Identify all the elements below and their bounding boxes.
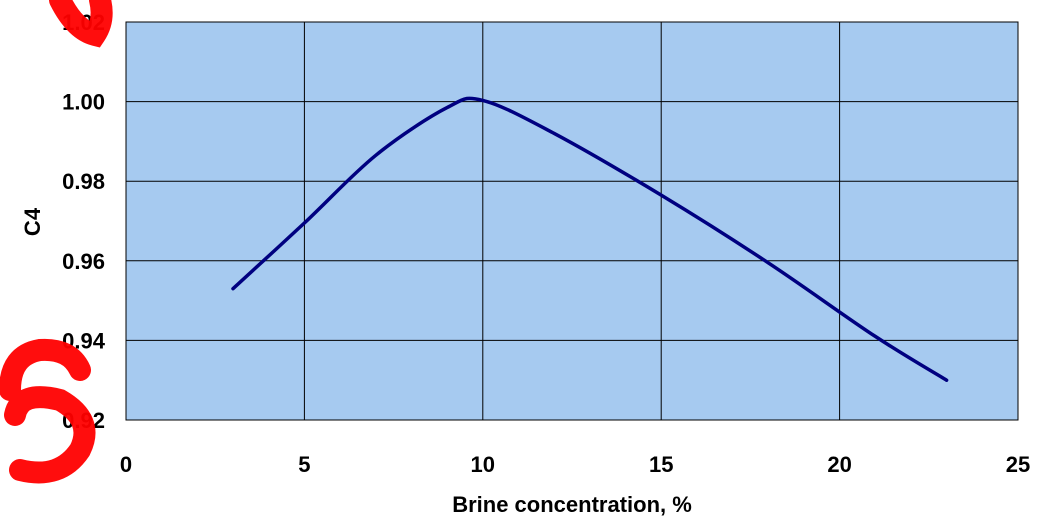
- series-layer: [231, 96, 949, 382]
- x-tick-label: 20: [827, 452, 851, 477]
- x-tick-label: 10: [471, 452, 495, 477]
- x-tick-label: 15: [649, 452, 673, 477]
- y-tick-label: 0.98: [62, 169, 105, 194]
- x-tick-labels: 0 5 10 15 20 25: [120, 452, 1030, 477]
- y-tick-label: 0.96: [62, 249, 105, 274]
- series-line: [231, 96, 949, 382]
- grid-layer: [125, 21, 1019, 421]
- y-tick-label: 1.00: [62, 90, 105, 115]
- watermark: [0, 0, 113, 484]
- plot-area: [125, 21, 1019, 421]
- y-axis-label: C4: [20, 207, 45, 236]
- x-tick-label: 0: [120, 452, 132, 477]
- x-tick-label: 5: [298, 452, 310, 477]
- x-tick-label: 25: [1006, 452, 1030, 477]
- x-axis-label: Brine concentration, %: [452, 492, 692, 517]
